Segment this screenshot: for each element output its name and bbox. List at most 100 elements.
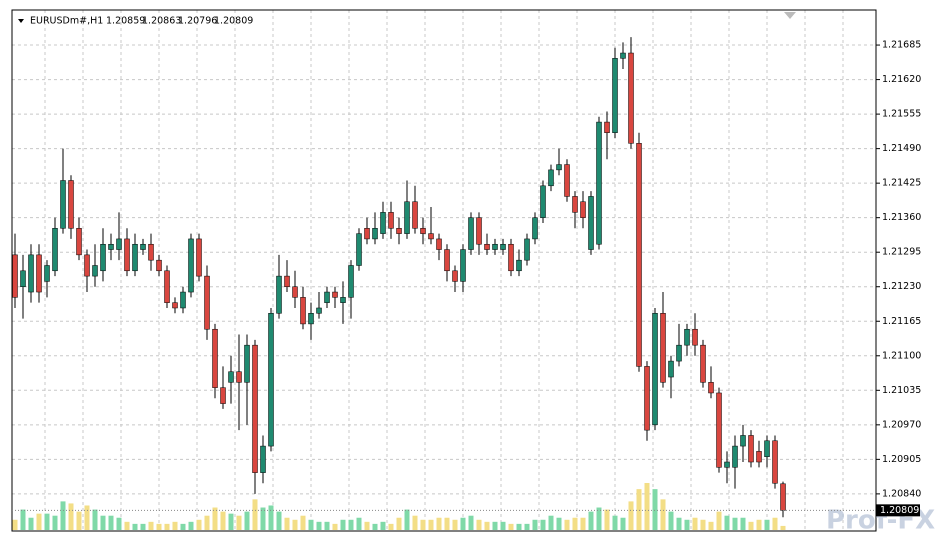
symbol: EURUSDm#,H1 — [30, 16, 103, 27]
volume-bar — [180, 523, 186, 530]
y-tick-label: 1.21555 — [882, 109, 921, 120]
candle-body — [76, 228, 82, 256]
volume-bar — [276, 511, 282, 530]
volume-bar — [764, 519, 770, 530]
volume-bar — [580, 517, 586, 530]
price-label: 1.20809 — [880, 505, 919, 516]
candle-body — [548, 169, 554, 187]
volume-bar — [420, 519, 426, 530]
candle-body — [436, 238, 442, 250]
volume-bar — [68, 503, 74, 530]
y-tick-label: 1.20840 — [882, 488, 921, 499]
volume-bar — [732, 517, 738, 530]
candle-body — [556, 164, 562, 171]
plot-frame — [11, 9, 877, 532]
candle-body — [564, 164, 570, 197]
volume-bar — [652, 489, 658, 530]
candle-body — [772, 440, 778, 484]
candle-body — [108, 243, 114, 250]
candle-body — [340, 297, 346, 303]
volume-bar — [188, 521, 194, 530]
volume-bar — [460, 517, 466, 530]
volume-bar — [644, 483, 650, 530]
volume-bar — [84, 505, 90, 530]
volume-bar — [380, 521, 386, 530]
candle-body — [148, 243, 154, 261]
volume-bar — [396, 517, 402, 530]
volume-bar — [228, 513, 234, 530]
candle-body — [252, 344, 258, 473]
volume-bar — [684, 519, 690, 530]
candle-body — [60, 180, 66, 229]
volume-bar — [172, 521, 178, 530]
candle-body — [468, 217, 474, 250]
volume-bar — [572, 517, 578, 530]
volume-bar — [620, 517, 626, 530]
candle-body — [44, 265, 50, 282]
candle-body — [580, 201, 586, 218]
volume-bar — [316, 521, 322, 530]
volume-bar — [100, 515, 106, 530]
volume-bar — [60, 501, 66, 530]
header-open: 1.20859 — [106, 16, 145, 27]
y-tick-label: 1.21165 — [882, 316, 921, 327]
candle-body — [604, 121, 610, 133]
candle-body — [348, 265, 354, 298]
volume-bar — [604, 509, 610, 530]
volume-bar — [308, 519, 314, 530]
candle-body — [100, 243, 106, 272]
volume-bar — [252, 499, 258, 530]
volume-bar — [636, 489, 642, 530]
candle-body — [644, 366, 650, 431]
volume-bar — [596, 507, 602, 530]
volume-bar — [292, 519, 298, 530]
candle-body — [540, 185, 546, 218]
header-low: 1.20796 — [178, 16, 217, 27]
volume-bar — [412, 515, 418, 530]
volume-bar — [540, 519, 546, 530]
y-tick-label: 1.21425 — [882, 178, 921, 189]
volume-bar — [268, 505, 274, 530]
candle-body — [628, 52, 634, 144]
volume-bar — [428, 519, 434, 530]
volume-bar — [676, 517, 682, 530]
candle-body — [756, 451, 762, 463]
menu-arrow[interactable] — [18, 19, 24, 23]
volume-bar — [436, 517, 442, 530]
candle-body — [364, 228, 370, 240]
volume-bar — [740, 517, 746, 530]
y-tick-label: 1.20905 — [882, 454, 921, 465]
candle-body — [196, 238, 202, 277]
plot — [12, 37, 786, 530]
volume-bar — [28, 517, 34, 530]
volume-bar — [444, 517, 450, 530]
candle-body — [748, 435, 754, 463]
volume-bar — [36, 513, 42, 530]
candle-body — [28, 254, 34, 293]
volume-bar — [212, 507, 218, 530]
volume-bar — [236, 515, 242, 530]
candle-body — [588, 196, 594, 250]
shift-marker — [784, 12, 796, 19]
volume-bar — [20, 509, 26, 530]
candle-body — [20, 270, 26, 287]
volume-bar — [300, 515, 306, 530]
candle-body — [220, 387, 226, 404]
y-tick-label: 1.21360 — [882, 212, 921, 223]
volume-bar — [116, 517, 122, 530]
volume-bar — [708, 521, 714, 530]
volume-bar — [700, 519, 706, 530]
candle-body — [324, 291, 330, 303]
volume-bar — [468, 515, 474, 530]
volume-bar — [780, 525, 786, 530]
candle-body — [372, 228, 378, 240]
volume-bar — [500, 521, 506, 530]
candle-body — [668, 360, 674, 378]
candle-body — [132, 243, 138, 272]
volume-bar — [612, 515, 618, 530]
volume-bar — [44, 513, 50, 530]
candle-body — [284, 275, 290, 287]
candle-body — [36, 254, 42, 293]
volume-bar — [148, 521, 154, 530]
volume-bar — [564, 519, 570, 530]
